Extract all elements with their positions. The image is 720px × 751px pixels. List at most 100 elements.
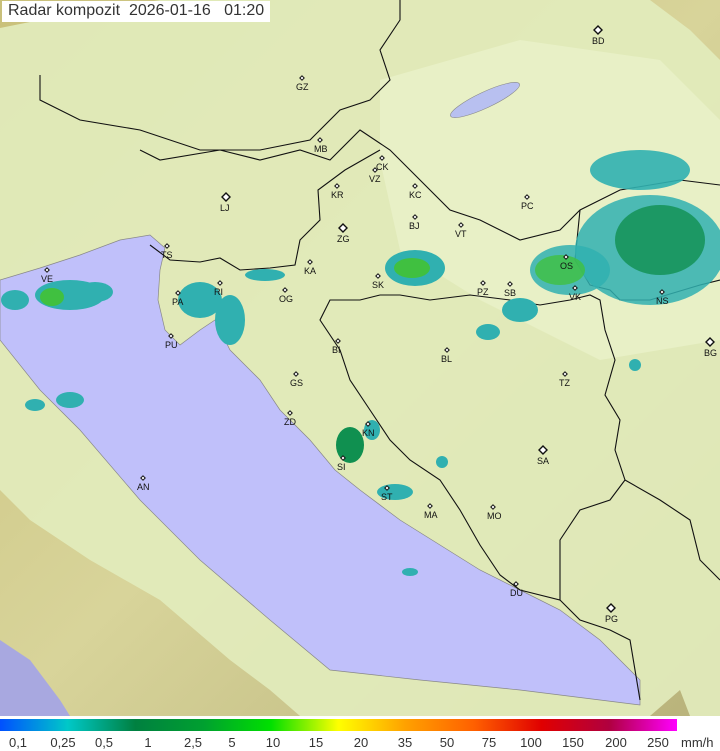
- station-label: KR: [331, 190, 344, 200]
- station-bi[interactable]: BI: [332, 338, 341, 355]
- station-label: ZG: [337, 234, 350, 244]
- station-bg[interactable]: BG: [704, 337, 717, 358]
- station-zg[interactable]: ZG: [337, 223, 350, 244]
- station-marker-icon: [705, 337, 715, 347]
- map-title: Radar kompozit 2026-01-16 01:20: [2, 1, 271, 22]
- station-markers: BD GZ MB CK VZ KR KC PC LJ ZG BJ VT TS VE RI KA SK OS PZ SB…: [41, 25, 717, 624]
- station-st[interactable]: ST: [381, 485, 393, 502]
- station-ri[interactable]: RI: [214, 280, 223, 297]
- station-marker-icon: [164, 243, 170, 249]
- station-ka[interactable]: KA: [304, 259, 316, 276]
- station-mo[interactable]: MO: [487, 504, 502, 521]
- station-sk[interactable]: SK: [372, 273, 384, 290]
- station-vk[interactable]: VK: [569, 285, 581, 302]
- station-marker-icon: [175, 290, 181, 296]
- legend-label: 35: [397, 735, 413, 750]
- station-label: PA: [172, 297, 183, 307]
- legend-label: 1: [144, 735, 152, 750]
- station-label: MB: [314, 144, 328, 154]
- legend-label: 5: [228, 735, 236, 750]
- station-marker-icon: [338, 223, 348, 233]
- station-marker-icon: [412, 214, 418, 220]
- station-marker-icon: [507, 281, 513, 287]
- station-marker-icon: [168, 333, 174, 339]
- legend-label: 0,25: [50, 735, 76, 750]
- station-gs[interactable]: GS: [290, 371, 303, 388]
- station-marker-icon: [334, 183, 340, 189]
- station-marker-icon: [593, 25, 603, 35]
- station-sb[interactable]: SB: [504, 281, 516, 298]
- station-label: SK: [372, 280, 384, 290]
- station-label: KA: [304, 266, 316, 276]
- station-ns[interactable]: NS: [656, 289, 669, 306]
- station-an[interactable]: AN: [137, 475, 150, 492]
- station-pu[interactable]: PU: [165, 333, 178, 350]
- station-pa[interactable]: PA: [172, 290, 183, 307]
- legend-label: 100: [520, 735, 542, 750]
- station-tz[interactable]: TZ: [559, 371, 570, 388]
- station-bj[interactable]: BJ: [409, 214, 420, 231]
- station-ma[interactable]: MA: [424, 503, 438, 520]
- station-label: BJ: [409, 221, 420, 231]
- station-pz[interactable]: PZ: [477, 280, 489, 297]
- station-label: TS: [161, 250, 173, 260]
- legend-label: 0,1: [8, 735, 28, 750]
- station-marker-icon: [282, 287, 288, 293]
- station-marker-icon: [221, 192, 231, 202]
- station-du[interactable]: DU: [510, 581, 523, 598]
- station-marker-icon: [606, 603, 616, 613]
- station-marker-icon: [538, 445, 548, 455]
- station-os[interactable]: OS: [560, 254, 573, 271]
- precipitation-color-scale: [0, 719, 677, 731]
- station-ck[interactable]: CK: [376, 155, 389, 172]
- station-ts[interactable]: TS: [161, 243, 173, 260]
- radar-map[interactable]: BD GZ MB CK VZ KR KC PC LJ ZG BJ VT TS VE RI KA SK OS PZ SB…: [0, 0, 720, 716]
- station-marker-icon: [335, 338, 341, 344]
- station-og[interactable]: OG: [279, 287, 293, 304]
- station-mb[interactable]: MB: [314, 137, 328, 154]
- station-gz[interactable]: GZ: [296, 75, 309, 92]
- station-pg[interactable]: PG: [605, 603, 618, 624]
- station-label: BD: [592, 36, 605, 46]
- station-lj[interactable]: LJ: [220, 192, 231, 213]
- station-label: PZ: [477, 287, 489, 297]
- station-si[interactable]: SI: [337, 455, 346, 472]
- station-marker-icon: [458, 222, 464, 228]
- country-borders: [39, 0, 720, 701]
- station-label: BG: [704, 348, 717, 358]
- station-marker-icon: [317, 137, 323, 143]
- sea-tyrrhenian: [0, 640, 70, 716]
- station-label: AN: [137, 482, 150, 492]
- station-marker-icon: [444, 347, 450, 353]
- station-label: DU: [510, 588, 523, 598]
- station-kn[interactable]: KN: [362, 421, 375, 438]
- station-marker-icon: [524, 194, 530, 200]
- station-zd[interactable]: ZD: [284, 410, 296, 427]
- station-label: RI: [214, 287, 223, 297]
- station-bd[interactable]: BD: [592, 25, 605, 46]
- legend-label: 50: [439, 735, 455, 750]
- station-kc[interactable]: KC: [409, 183, 422, 200]
- station-label: VK: [569, 292, 581, 302]
- station-label: PC: [521, 201, 534, 211]
- station-sa[interactable]: SA: [537, 445, 549, 466]
- station-pc[interactable]: PC: [521, 194, 534, 211]
- station-vz[interactable]: VZ: [369, 167, 381, 184]
- legend-label: 20: [353, 735, 369, 750]
- station-marker-icon: [372, 167, 378, 173]
- station-vt[interactable]: VT: [455, 222, 467, 239]
- station-label: CK: [376, 162, 389, 172]
- station-label: BL: [441, 354, 452, 364]
- station-label: ZD: [284, 417, 296, 427]
- station-marker-icon: [513, 581, 519, 587]
- station-label: SI: [337, 462, 346, 472]
- station-bl[interactable]: BL: [441, 347, 452, 364]
- station-marker-icon: [562, 371, 568, 377]
- station-kr[interactable]: KR: [331, 183, 344, 200]
- station-marker-icon: [659, 289, 665, 295]
- station-marker-icon: [217, 280, 223, 286]
- station-ve[interactable]: VE: [41, 267, 53, 284]
- station-marker-icon: [563, 254, 569, 260]
- station-label: MA: [424, 510, 438, 520]
- station-label: MO: [487, 511, 502, 521]
